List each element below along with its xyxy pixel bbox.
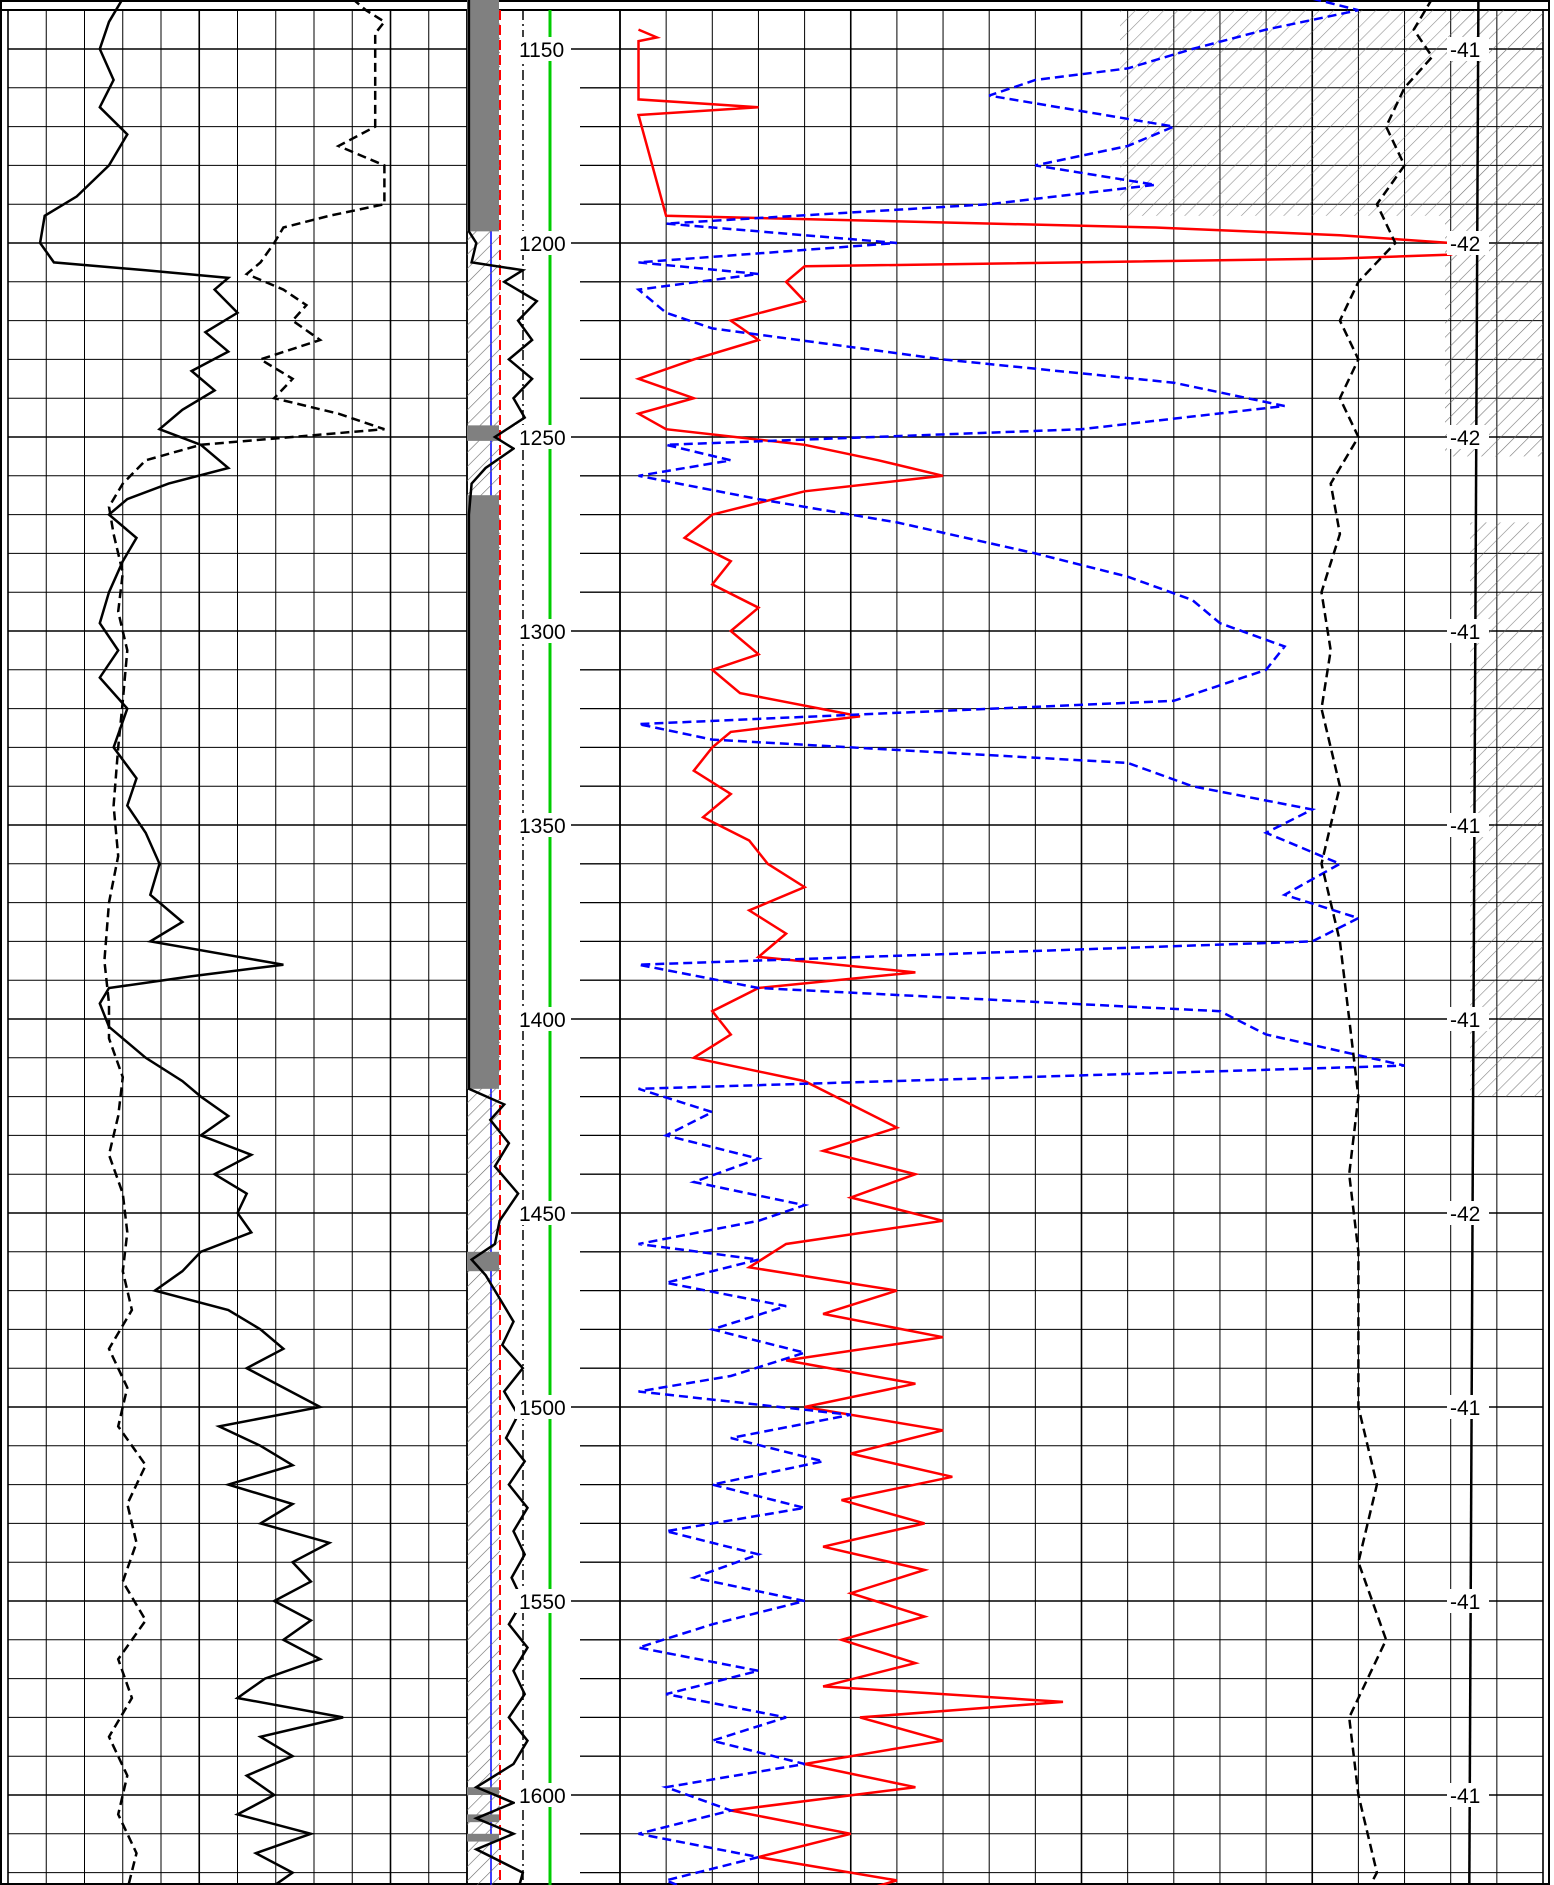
secondary-label: -41	[1450, 1785, 1480, 1808]
depth-labels: 1150 1200 1250 1300 1350 1400 1450 1500 1550 1600…	[515, 37, 1489, 1808]
track-3-series-1	[635, 0, 1405, 1885]
secondary-label: -42	[1450, 427, 1480, 450]
shaded-interval	[467, 0, 499, 232]
temp-label-bg	[1447, 1395, 1489, 1419]
depth-label: 1150	[519, 39, 564, 62]
secondary-label: -42	[1450, 233, 1480, 256]
log-curves	[38, 0, 1480, 1885]
depth-label: 1300	[519, 621, 566, 644]
temp-label-bg	[1447, 1201, 1489, 1225]
temp-label-bg	[1447, 425, 1489, 449]
shaded-interval	[467, 425, 499, 441]
depth-label-bg	[515, 1783, 571, 1807]
secondary-label: -41	[1450, 1591, 1480, 1614]
temp-label-bg	[1447, 1783, 1489, 1807]
temp-label-bg	[1447, 1007, 1489, 1031]
depth-label: 1500	[519, 1397, 566, 1420]
depth-label-bg	[515, 619, 571, 643]
depth-label: 1400	[519, 1009, 566, 1032]
secondary-label: -41	[1450, 815, 1480, 838]
temp-label-bg	[1447, 619, 1489, 643]
track-3-series-0	[634, 28, 1474, 1885]
temp-label-bg	[1447, 813, 1489, 837]
shaded-interval	[467, 495, 499, 1089]
secondary-label: -41	[1450, 39, 1480, 62]
temp-label-bg	[1447, 231, 1489, 255]
depth-label: 1550	[519, 1591, 566, 1614]
temp-label-bg	[1447, 1589, 1489, 1613]
depth-label-bg	[515, 425, 571, 449]
shaded-interval	[467, 1814, 499, 1823]
depth-label: 1250	[519, 427, 566, 450]
depth-label-bg	[515, 231, 571, 255]
right-hatch-middle	[1470, 522, 1543, 1097]
right-hatch-top	[1120, 10, 1445, 216]
track-2-series-0	[467, 0, 539, 1885]
depth-label-bg	[515, 37, 571, 61]
temp-label-bg	[1447, 37, 1489, 61]
depth-label: 1200	[519, 233, 566, 256]
secondary-label: -41	[1450, 621, 1480, 644]
depth-label: 1600	[519, 1785, 566, 1808]
secondary-label: -42	[1450, 1203, 1480, 1226]
depth-label-bg	[515, 1589, 571, 1613]
depth-label: 1350	[519, 815, 566, 838]
depth-label-bg	[515, 813, 571, 837]
track-1-series-1	[103, 0, 387, 1885]
depth-label-bg	[515, 1007, 571, 1031]
secondary-label: -41	[1450, 1397, 1480, 1420]
depth-label-bg	[515, 1395, 571, 1419]
shaded-interval	[467, 1833, 499, 1842]
depth-label: 1450	[519, 1203, 566, 1226]
depth-label-bg	[515, 1201, 571, 1225]
track-3-grid	[619, 9, 1544, 1885]
secondary-label: -41	[1450, 1009, 1480, 1032]
